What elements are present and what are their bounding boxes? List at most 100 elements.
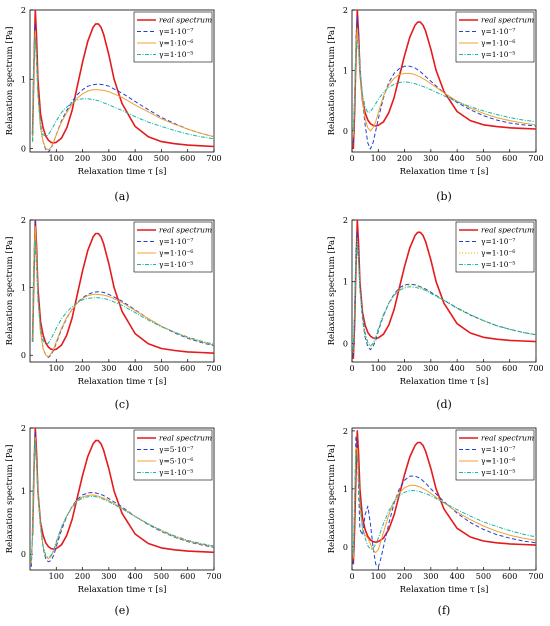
legend-entry: real spectrum xyxy=(159,434,212,443)
x-tick-label: 100 xyxy=(371,572,386,581)
series-line-2 xyxy=(352,436,536,568)
x-tick-label: 700 xyxy=(206,364,221,373)
series-line-1 xyxy=(31,10,214,148)
axes-frame xyxy=(29,9,215,153)
legend-entry: γ=1·10⁻⁷ xyxy=(159,27,193,36)
x-tick-label: 400 xyxy=(128,154,143,163)
axes-frame xyxy=(351,219,537,363)
series-group xyxy=(352,430,536,568)
x-tick-label: 600 xyxy=(180,572,195,581)
x-tick-label: 700 xyxy=(206,572,221,581)
x-tick-label: 600 xyxy=(502,364,517,373)
x-tick-label: 200 xyxy=(75,572,90,581)
x-tick-label: 100 xyxy=(371,364,386,373)
legend-entry: real spectrum xyxy=(481,226,534,235)
y-tick-label: 2 xyxy=(343,216,348,225)
x-axis-label: Relaxation time τ [s] xyxy=(78,377,167,387)
chart-panel-6: 0 100 200 300 400 500 600 700 0 1 2 Relaxation time… xyxy=(327,427,544,617)
x-tick-label: 100 xyxy=(371,154,386,163)
legend-entry: γ=1·10⁻⁵ xyxy=(481,468,515,477)
panel-label: (d) xyxy=(436,398,452,411)
x-axis-label: Relaxation time τ [s] xyxy=(78,585,167,595)
legend-entry: γ=5·10⁻⁶ xyxy=(159,457,193,466)
x-tick-label: 400 xyxy=(128,364,143,373)
x-tick-label: 500 xyxy=(154,154,169,163)
x-tick-label: 200 xyxy=(397,364,412,373)
series-line-1 xyxy=(31,428,214,554)
x-tick-label: 600 xyxy=(180,364,195,373)
y-tick-label: 1 xyxy=(343,278,348,287)
x-tick-label: 700 xyxy=(528,572,543,581)
series-group xyxy=(31,220,214,358)
x-tick-label: 100 xyxy=(49,154,64,163)
axes-frame xyxy=(29,427,215,571)
legend-entry: γ=1·10⁻⁶ xyxy=(481,457,515,466)
legend-entry: real spectrum xyxy=(159,16,212,25)
x-tick-label: 200 xyxy=(75,154,90,163)
x-tick-label: 300 xyxy=(101,364,116,373)
y-tick-label: 1 xyxy=(343,66,348,75)
y-tick-label: 1 xyxy=(343,485,348,494)
x-tick-label: 200 xyxy=(397,572,412,581)
axes-frame xyxy=(29,219,215,363)
series-line-4 xyxy=(352,453,536,553)
panel-label: (e) xyxy=(114,604,129,617)
x-tick-label: 500 xyxy=(476,154,491,163)
legend-entry: γ=1·10⁻⁷ xyxy=(159,237,193,246)
chart-panel-2: 0 100 200 300 400 500 600 700 0 1 2 Relaxation time… xyxy=(327,6,544,203)
x-tick-label: 600 xyxy=(502,154,517,163)
chart-panel-5: 100 200 300 400 500 600 700 0 1 2 Relaxation time … xyxy=(5,424,222,617)
legend-entry: real spectrum xyxy=(481,16,534,25)
legend-entry: γ=1·10⁻⁵ xyxy=(481,260,515,269)
x-axis-label: Relaxation time τ [s] xyxy=(78,167,167,177)
x-tick-label: 300 xyxy=(423,364,438,373)
series-line-4 xyxy=(352,39,536,131)
x-tick-label: 300 xyxy=(423,572,438,581)
legend-entry: γ=5·10⁻⁷ xyxy=(159,445,193,454)
y-tick-label: 1 xyxy=(21,75,26,84)
series-line-4 xyxy=(30,440,214,561)
x-tick-label: 0 xyxy=(349,364,354,373)
series-group xyxy=(30,428,214,567)
series-line-4 xyxy=(32,37,214,142)
x-tick-label: 400 xyxy=(128,572,143,581)
chart-panel-1: 100 200 300 400 500 600 700 0 1 2 Relaxation time … xyxy=(5,6,222,203)
x-tick-label: 200 xyxy=(75,364,90,373)
x-axis-label: Relaxation time τ [s] xyxy=(400,167,489,177)
x-tick-label: 0 xyxy=(349,572,354,581)
legend-entry: γ=1·10⁻⁷ xyxy=(481,27,515,36)
x-tick-label: 200 xyxy=(397,154,412,163)
legend-entry: γ=1·10⁻⁶ xyxy=(159,39,193,48)
y-tick-label: 2 xyxy=(343,6,348,15)
series-line-4 xyxy=(352,244,536,350)
x-tick-label: 400 xyxy=(450,154,465,163)
x-tick-label: 100 xyxy=(49,572,64,581)
series-line-1 xyxy=(31,220,214,354)
y-tick-label: 0 xyxy=(21,550,26,559)
series-line-2 xyxy=(352,15,536,150)
x-tick-label: 500 xyxy=(476,364,491,373)
y-tick-label: 2 xyxy=(343,427,348,436)
y-tick-label: 0 xyxy=(343,339,348,348)
y-axis-label: Relaxation spectrum [Pa] xyxy=(5,237,15,346)
legend-entry: real spectrum xyxy=(159,226,212,235)
x-tick-label: 500 xyxy=(154,364,169,373)
y-axis-label: Relaxation spectrum [Pa] xyxy=(5,27,15,136)
y-tick-label: 0 xyxy=(343,543,348,552)
y-tick-label: 0 xyxy=(343,127,348,136)
y-axis-label: Relaxation spectrum [Pa] xyxy=(327,27,337,136)
x-tick-label: 0 xyxy=(349,154,354,163)
chart-panel-4: 0 100 200 300 400 500 600 700 0 1 2 Relaxation time… xyxy=(327,216,544,411)
x-tick-label: 300 xyxy=(101,154,116,163)
panel-label: (a) xyxy=(114,190,129,203)
y-axis-label: Relaxation spectrum [Pa] xyxy=(327,237,337,346)
y-tick-label: 2 xyxy=(21,216,26,225)
axes-frame xyxy=(351,9,537,153)
x-tick-label: 300 xyxy=(423,154,438,163)
x-axis-label: Relaxation time τ [s] xyxy=(400,585,489,595)
series-group xyxy=(31,10,214,152)
legend-entry: γ=1·10⁻⁵ xyxy=(481,50,515,59)
panel-label: (b) xyxy=(436,190,452,203)
panel-label: (f) xyxy=(438,604,451,617)
